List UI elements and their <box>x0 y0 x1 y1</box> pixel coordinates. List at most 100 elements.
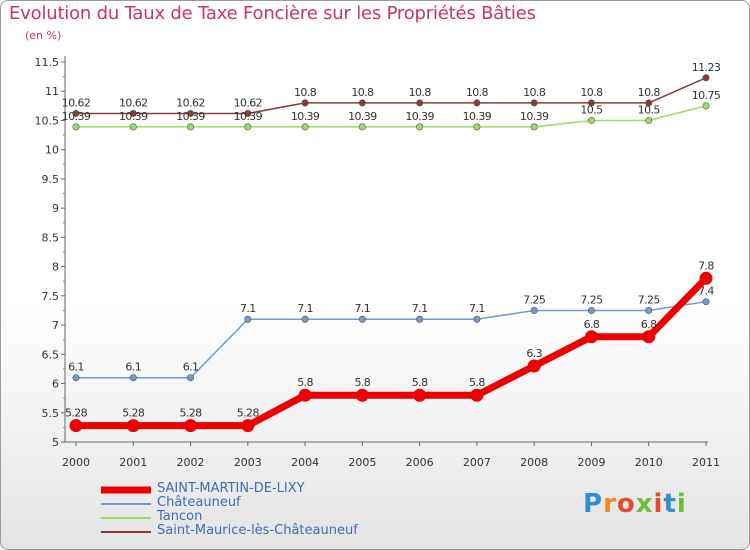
data-label-saint-maurice-l-s-ch-teauneuf: 10.8 <box>351 86 374 99</box>
data-point-ch-teauneuf <box>702 298 710 306</box>
data-point-saint-martin-de-lixy <box>470 388 484 402</box>
chart-unit-label: (en %) <box>25 29 62 42</box>
data-label-tancon: 10.75 <box>692 89 721 102</box>
data-point-ch-teauneuf <box>645 306 653 314</box>
data-label-saint-maurice-l-s-ch-teauneuf: 10.8 <box>466 86 489 99</box>
data-label-saint-maurice-l-s-ch-teauneuf: 11.23 <box>692 61 721 74</box>
logo-letter: i <box>653 489 664 519</box>
data-point-saint-maurice-l-s-ch-teauneuf <box>244 109 252 117</box>
logo-letter: i <box>676 489 687 519</box>
data-label-ch-teauneuf: 7.25 <box>638 293 661 306</box>
data-point-saint-maurice-l-s-ch-teauneuf <box>473 99 481 107</box>
data-label-saint-maurice-l-s-ch-teauneuf: 10.8 <box>523 86 546 99</box>
data-label-ch-teauneuf: 6.1 <box>125 361 141 374</box>
series-line-tancon <box>76 105 707 128</box>
data-point-tancon <box>702 102 710 110</box>
legend-label-chateauneuf: Châteauneuf <box>157 495 241 510</box>
data-label-tancon: 10.39 <box>62 110 91 123</box>
x-tick-label: 2001 <box>119 456 147 469</box>
data-point-saint-martin-de-lixy <box>584 330 598 344</box>
data-point-tancon <box>416 123 424 131</box>
data-label-saint-martin-de-lixy: 5.8 <box>469 376 485 389</box>
data-point-tancon <box>187 123 195 131</box>
data-label-tancon: 10.39 <box>520 110 549 123</box>
data-label-tancon: 10.39 <box>463 110 492 123</box>
data-point-tancon <box>244 123 252 131</box>
data-point-ch-teauneuf <box>244 315 252 323</box>
data-label-tancon: 10.39 <box>405 110 434 123</box>
x-tick-label: 2000 <box>62 456 90 469</box>
data-label-saint-maurice-l-s-ch-teauneuf: 10.8 <box>409 86 432 99</box>
logo-letter: P <box>583 489 604 519</box>
series-line-saint-martin-de-lixy <box>76 275 709 430</box>
data-label-saint-maurice-l-s-ch-teauneuf: 10.62 <box>234 96 263 109</box>
y-tick-label: 9.5 <box>42 173 60 186</box>
y-tick-label: 5.5 <box>42 407 60 420</box>
data-label-saint-martin-de-lixy: 6.8 <box>584 318 600 331</box>
y-tick-label: 8 <box>52 261 59 274</box>
x-tick-label: 2006 <box>406 456 434 469</box>
chart-title: Evolution du Taux de Taxe Foncière sur l… <box>9 3 536 24</box>
y-tick-label: 11.5 <box>35 56 60 69</box>
data-label-saint-martin-de-lixy: 5.28 <box>237 407 260 420</box>
data-label-tancon: 10.39 <box>234 110 263 123</box>
legend-label-tancon: Tancon <box>157 509 203 524</box>
data-label-ch-teauneuf: 7.25 <box>580 293 603 306</box>
legend-label-saint-martin-de-lixy: SAINT-MARTIN-DE-LIXY <box>157 481 305 496</box>
data-point-tancon <box>473 123 481 131</box>
data-label-saint-martin-de-lixy: 5.8 <box>297 376 313 389</box>
data-point-saint-maurice-l-s-ch-teauneuf <box>72 109 80 117</box>
data-label-tancon: 10.5 <box>638 103 661 116</box>
data-point-saint-maurice-l-s-ch-teauneuf <box>187 109 195 117</box>
x-tick-label: 2003 <box>234 456 262 469</box>
data-label-ch-teauneuf: 6.1 <box>68 361 84 374</box>
data-point-saint-martin-de-lixy <box>642 330 656 344</box>
x-tick-label: 2011 <box>692 456 720 469</box>
data-label-ch-teauneuf: 7.1 <box>469 302 485 315</box>
y-tick-label: 10 <box>45 144 59 157</box>
x-tick-label: 2004 <box>291 456 319 469</box>
data-point-ch-teauneuf <box>129 374 137 382</box>
data-label-saint-maurice-l-s-ch-teauneuf: 10.8 <box>638 86 661 99</box>
data-point-saint-maurice-l-s-ch-teauneuf <box>702 74 710 82</box>
data-point-ch-teauneuf <box>473 315 481 323</box>
data-point-tancon <box>72 123 80 131</box>
x-tick-label: 2002 <box>177 456 205 469</box>
data-label-saint-maurice-l-s-ch-teauneuf: 10.8 <box>294 86 317 99</box>
data-label-saint-maurice-l-s-ch-teauneuf: 10.62 <box>176 96 205 109</box>
x-tick-label: 2009 <box>577 456 605 469</box>
data-point-saint-martin-de-lixy <box>184 419 198 433</box>
data-point-saint-martin-de-lixy <box>527 359 541 373</box>
data-point-tancon <box>645 116 653 124</box>
legend-swatch-tancon <box>101 517 151 519</box>
data-label-ch-teauneuf: 7.1 <box>412 302 428 315</box>
legend-swatch-saint-maurice <box>101 531 151 533</box>
y-tick-label: 5 <box>52 436 59 449</box>
data-point-saint-maurice-l-s-ch-teauneuf <box>129 109 137 117</box>
x-tick-label: 2007 <box>463 456 491 469</box>
data-label-tancon: 10.39 <box>348 110 377 123</box>
y-tick-label: 11 <box>45 85 59 98</box>
data-point-ch-teauneuf <box>587 306 595 314</box>
logo-letter: o <box>616 489 636 519</box>
data-point-saint-martin-de-lixy <box>413 388 427 402</box>
data-label-saint-maurice-l-s-ch-teauneuf: 10.62 <box>119 96 148 109</box>
data-label-ch-teauneuf: 7.1 <box>355 302 371 315</box>
logo-letter: r <box>603 489 617 519</box>
logo-letter: t <box>663 489 677 519</box>
data-label-saint-martin-de-lixy: 5.8 <box>412 376 428 389</box>
data-point-tancon <box>530 123 538 131</box>
data-point-tancon <box>301 123 309 131</box>
data-point-saint-martin-de-lixy <box>69 419 83 433</box>
data-label-saint-martin-de-lixy: 7.8 <box>698 259 714 272</box>
data-label-saint-martin-de-lixy: 5.28 <box>122 407 145 420</box>
series-line-ch-teauneuf <box>76 300 707 379</box>
data-point-tancon <box>587 116 595 124</box>
y-tick-label: 9 <box>52 202 59 215</box>
data-point-saint-maurice-l-s-ch-teauneuf <box>416 99 424 107</box>
data-point-saint-maurice-l-s-ch-teauneuf <box>645 99 653 107</box>
data-label-ch-teauneuf: 7.1 <box>240 302 256 315</box>
legend-label-saint-maurice: Saint-Maurice-lès-Châteauneuf <box>157 523 358 538</box>
data-point-ch-teauneuf <box>358 315 366 323</box>
data-point-ch-teauneuf <box>187 374 195 382</box>
